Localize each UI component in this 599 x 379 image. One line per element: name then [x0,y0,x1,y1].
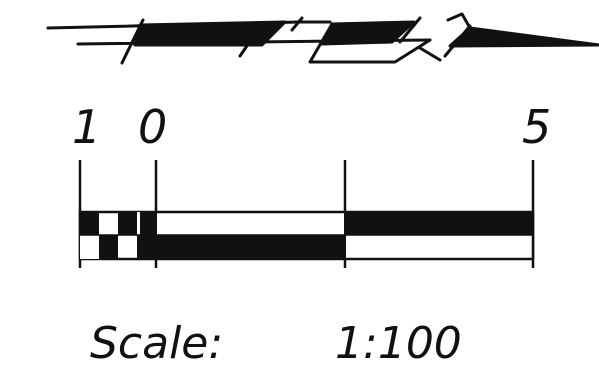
scale-word: Scale: [90,318,223,369]
tick-label-zero: 0 [138,100,167,154]
checker-cell [137,212,140,235]
segment-0-mid-bottom [156,235,345,259]
checker-cell [80,212,99,235]
tick-label-five: 5 [522,100,551,154]
sketch-block-3 [448,26,599,48]
sketch-block-1 [133,20,287,47]
checker-cell [99,235,118,259]
segment-mid-5-top [345,212,533,235]
checker-cell [137,235,156,259]
checker-cell [118,212,137,235]
scale-bar-body [78,210,535,261]
sketch-ornament [46,12,599,65]
checker-cell [140,212,156,235]
checker-cell [80,235,99,259]
scale-ratio: 1:100 [335,318,462,369]
tick-label-one: 1 [72,100,101,154]
